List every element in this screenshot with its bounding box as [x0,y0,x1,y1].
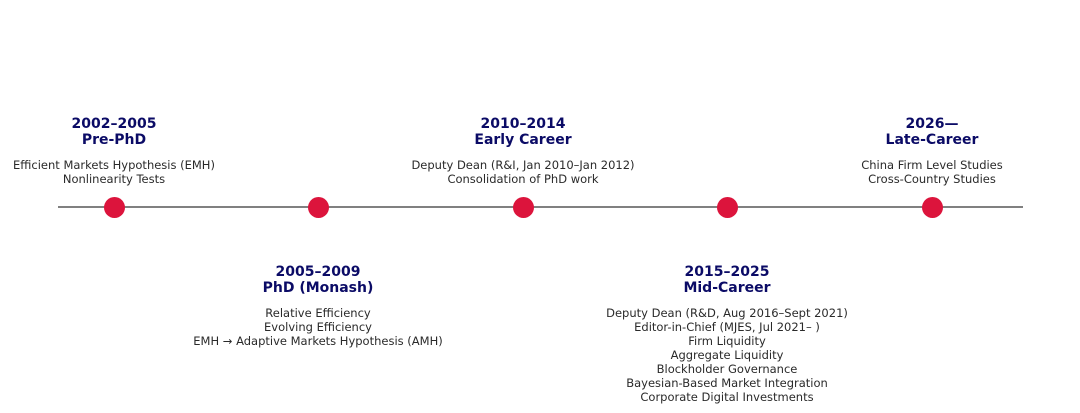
milestone-item: Efficient Markets Hypothesis (EMH) [13,158,215,172]
timeline-dot-1 [103,196,125,218]
milestone-phase: Early Career [474,132,572,148]
milestone-item: Firm Liquidity [688,334,766,348]
timeline-dot-4 [716,196,738,218]
milestone-period: 2015–2025 [684,264,770,280]
milestone-item: EMH → Adaptive Markets Hypothesis (AMH) [193,334,443,348]
milestone-item: Relative Efficiency [265,306,371,320]
milestone-phase: PhD (Monash) [262,280,374,296]
milestone-phase: Late-Career [885,132,979,148]
timeline-dot-3 [512,196,534,218]
milestone-phd: 2005–2009 PhD (Monash) Relative Efficien… [168,264,468,348]
milestone-item: Editor-in-Chief (MJES, Jul 2021– ) [634,320,820,334]
milestone-items: Relative Efficiency Evolving Efficiency … [168,306,468,348]
milestone-item: Deputy Dean (R&I, Jan 2010–Jan 2012) [411,158,635,172]
milestone-item: Nonlinearity Tests [62,172,166,186]
timeline-axis [58,206,1023,208]
milestone-items: Efficient Markets Hypothesis (EMH) Nonli… [0,158,264,186]
milestone-late-career: 2026— Late-Career China Firm Level Studi… [782,116,1080,186]
milestone-items: Deputy Dean (R&D, Aug 2016–Sept 2021) Ed… [577,306,877,404]
timeline-dot-2 [307,196,329,218]
milestone-item: Blockholder Governance [656,362,798,376]
milestone-phase: Mid-Career [683,280,771,296]
milestone-period: 2005–2009 [275,264,361,280]
milestone-items: Deputy Dean (R&I, Jan 2010–Jan 2012) Con… [373,158,673,186]
milestone-item: China Firm Level Studies [861,158,1003,172]
milestone-item: Cross-Country Studies [868,172,996,186]
milestone-early-career: 2010–2014 Early Career Deputy Dean (R&I,… [373,116,673,186]
milestone-item: Consolidation of PhD work [447,172,599,186]
milestone-period: 2002–2005 [71,116,157,132]
milestone-mid-career: 2015–2025 Mid-Career Deputy Dean (R&D, A… [577,264,877,404]
milestone-item: Corporate Digital Investments [640,390,814,404]
milestone-item: Bayesian-Based Market Integration [626,376,828,390]
milestone-item: Evolving Efficiency [264,320,372,334]
milestone-pre-phd: 2002–2005 Pre-PhD Efficient Markets Hypo… [0,116,264,186]
timeline-dot-5 [921,196,943,218]
milestone-period: 2026— [905,116,959,132]
milestone-item: Aggregate Liquidity [670,348,784,362]
milestone-phase: Pre-PhD [81,132,147,148]
milestone-period: 2010–2014 [480,116,566,132]
milestone-item: Deputy Dean (R&D, Aug 2016–Sept 2021) [606,306,848,320]
milestone-items: China Firm Level Studies Cross-Country S… [782,158,1080,186]
